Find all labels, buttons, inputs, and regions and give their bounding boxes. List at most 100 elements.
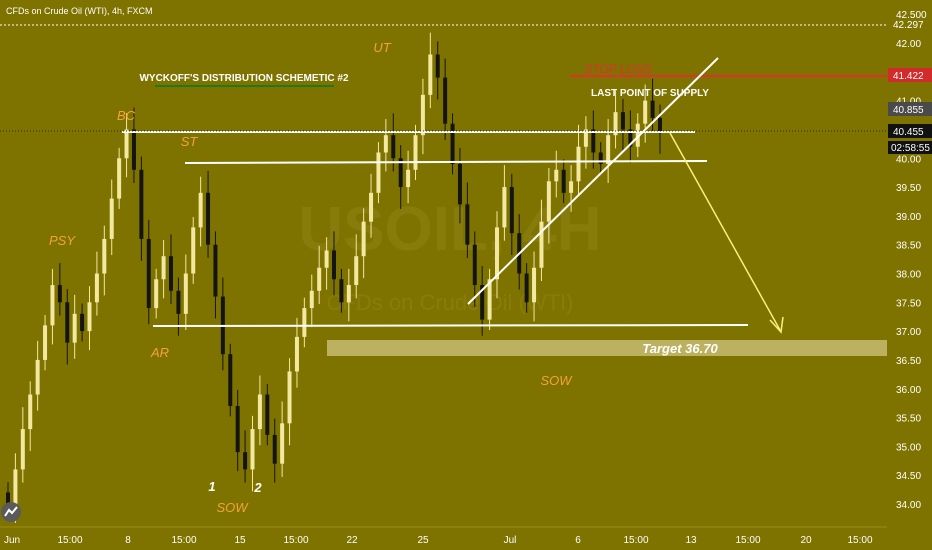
bearish-candle[interactable] <box>457 164 462 205</box>
bearish-candle[interactable] <box>169 256 173 291</box>
bearish-candle[interactable] <box>561 169 566 193</box>
bullish-candle[interactable] <box>102 238 107 274</box>
bullish-candle[interactable] <box>406 169 411 188</box>
bullish-candle[interactable] <box>28 394 33 430</box>
bearish-candle[interactable] <box>465 204 470 245</box>
bullish-candle[interactable] <box>191 227 196 274</box>
bullish-candle[interactable] <box>280 423 285 464</box>
bearish-candle[interactable] <box>139 169 144 239</box>
watermark-name: CFDs on Crude Oil (WTI) <box>327 290 574 315</box>
bearish-candle[interactable] <box>480 285 485 320</box>
bullish-candle[interactable] <box>109 198 114 239</box>
bullish-candle[interactable] <box>495 227 499 280</box>
bearish-candle[interactable] <box>658 117 662 133</box>
bullish-candle[interactable] <box>583 129 588 147</box>
bullish-candle[interactable] <box>376 152 381 193</box>
bearish-candle[interactable] <box>332 250 336 280</box>
bullish-candle[interactable] <box>72 313 77 343</box>
bearish-candle[interactable] <box>272 434 277 464</box>
bullish-candle[interactable] <box>546 181 551 222</box>
bearish-candle[interactable] <box>243 452 248 470</box>
bullish-candle[interactable] <box>613 112 618 136</box>
bullish-candle[interactable] <box>643 100 648 124</box>
time-tick-label: 15:00 <box>623 535 648 546</box>
trend-line[interactable] <box>467 57 719 305</box>
bearish-candle[interactable] <box>146 238 151 309</box>
bullish-candle[interactable] <box>354 256 359 286</box>
bullish-candle[interactable] <box>420 94 425 136</box>
bearish-candle[interactable] <box>598 152 603 165</box>
time-tick-label: 15:00 <box>735 535 760 546</box>
bearish-candle[interactable] <box>620 112 625 130</box>
bearish-candle[interactable] <box>206 192 211 245</box>
bullish-candle[interactable] <box>250 429 255 470</box>
bullish-candle[interactable] <box>287 371 292 424</box>
bearish-candle[interactable] <box>472 244 477 286</box>
bullish-candle[interactable] <box>413 135 418 170</box>
bullish-candle[interactable] <box>606 135 611 165</box>
bullish-candle[interactable] <box>124 129 129 159</box>
bullish-candle[interactable] <box>369 192 374 222</box>
bearish-candle[interactable] <box>650 100 655 118</box>
bullish-candle[interactable] <box>154 279 159 309</box>
bullish-candle[interactable] <box>346 285 351 303</box>
bullish-candle[interactable] <box>317 267 322 291</box>
bullish-candle[interactable] <box>361 221 366 257</box>
bullish-candle[interactable] <box>554 169 559 182</box>
tradingview-logo-icon[interactable] <box>1 502 21 522</box>
bullish-candle[interactable] <box>576 146 581 182</box>
bearish-candle[interactable] <box>339 279 344 303</box>
bullish-candle[interactable] <box>13 469 18 504</box>
bullish-candle[interactable] <box>302 308 307 337</box>
bearish-candle[interactable] <box>228 354 233 407</box>
bearish-candle[interactable] <box>57 285 62 303</box>
bearish-candle[interactable] <box>213 244 218 297</box>
bullish-candle[interactable] <box>94 273 99 303</box>
bullish-candle[interactable] <box>43 325 48 360</box>
bearish-candle[interactable] <box>235 406 240 453</box>
bearish-candle[interactable] <box>80 313 85 332</box>
bearish-candle[interactable] <box>443 77 448 124</box>
st-level-line[interactable] <box>184 160 708 164</box>
bullish-candle[interactable] <box>87 302 92 332</box>
bullish-candle[interactable] <box>569 181 574 193</box>
bearish-candle[interactable] <box>435 54 440 78</box>
bearish-candle[interactable] <box>6 492 10 504</box>
bullish-candle[interactable] <box>257 394 262 430</box>
bullish-candle[interactable] <box>117 158 122 199</box>
bearish-candle[interactable] <box>176 290 181 314</box>
bullish-candle[interactable] <box>35 359 40 395</box>
bullish-candle[interactable] <box>20 429 25 470</box>
time-axis[interactable]: Jun 15:00 8 15:00 15 15:00 22 25 Jul 6 15:00 13 15:0… <box>4 535 873 546</box>
bullish-candle[interactable] <box>50 285 55 326</box>
bullish-candle[interactable] <box>324 250 329 268</box>
bearish-candle[interactable] <box>265 394 270 435</box>
price-tag-top: 42.297 <box>888 18 932 31</box>
bullish-candle[interactable] <box>428 54 433 95</box>
bullish-candle[interactable] <box>294 336 299 372</box>
bearish-candle[interactable] <box>509 187 514 234</box>
ar-level-line[interactable] <box>152 324 749 327</box>
bullish-candle[interactable] <box>198 192 203 228</box>
bullish-candle[interactable] <box>183 273 188 314</box>
projection-arrow[interactable] <box>669 132 781 331</box>
price-axis[interactable]: 42.50042.0041.5041.0040.5040.0039.5039.0… <box>896 10 927 511</box>
bearish-candle[interactable] <box>450 123 455 165</box>
bullish-candle[interactable] <box>383 135 388 153</box>
bearish-candle[interactable] <box>391 135 396 159</box>
bullish-candle[interactable] <box>161 256 166 280</box>
bullish-candle[interactable] <box>502 187 507 228</box>
bullish-candle[interactable] <box>635 123 640 147</box>
bearish-candle[interactable] <box>398 158 403 188</box>
bearish-candle[interactable] <box>591 129 596 153</box>
bullish-candle[interactable] <box>532 267 537 303</box>
bullish-candle[interactable] <box>309 290 314 309</box>
price-tick-label: 42.500 <box>896 10 927 21</box>
bearish-candle[interactable] <box>65 302 70 343</box>
bearish-candle[interactable] <box>524 273 529 303</box>
bullish-candle[interactable] <box>539 221 544 268</box>
bearish-candle[interactable] <box>131 129 136 170</box>
bullish-candle[interactable] <box>487 279 492 320</box>
bearish-candle[interactable] <box>628 129 633 147</box>
